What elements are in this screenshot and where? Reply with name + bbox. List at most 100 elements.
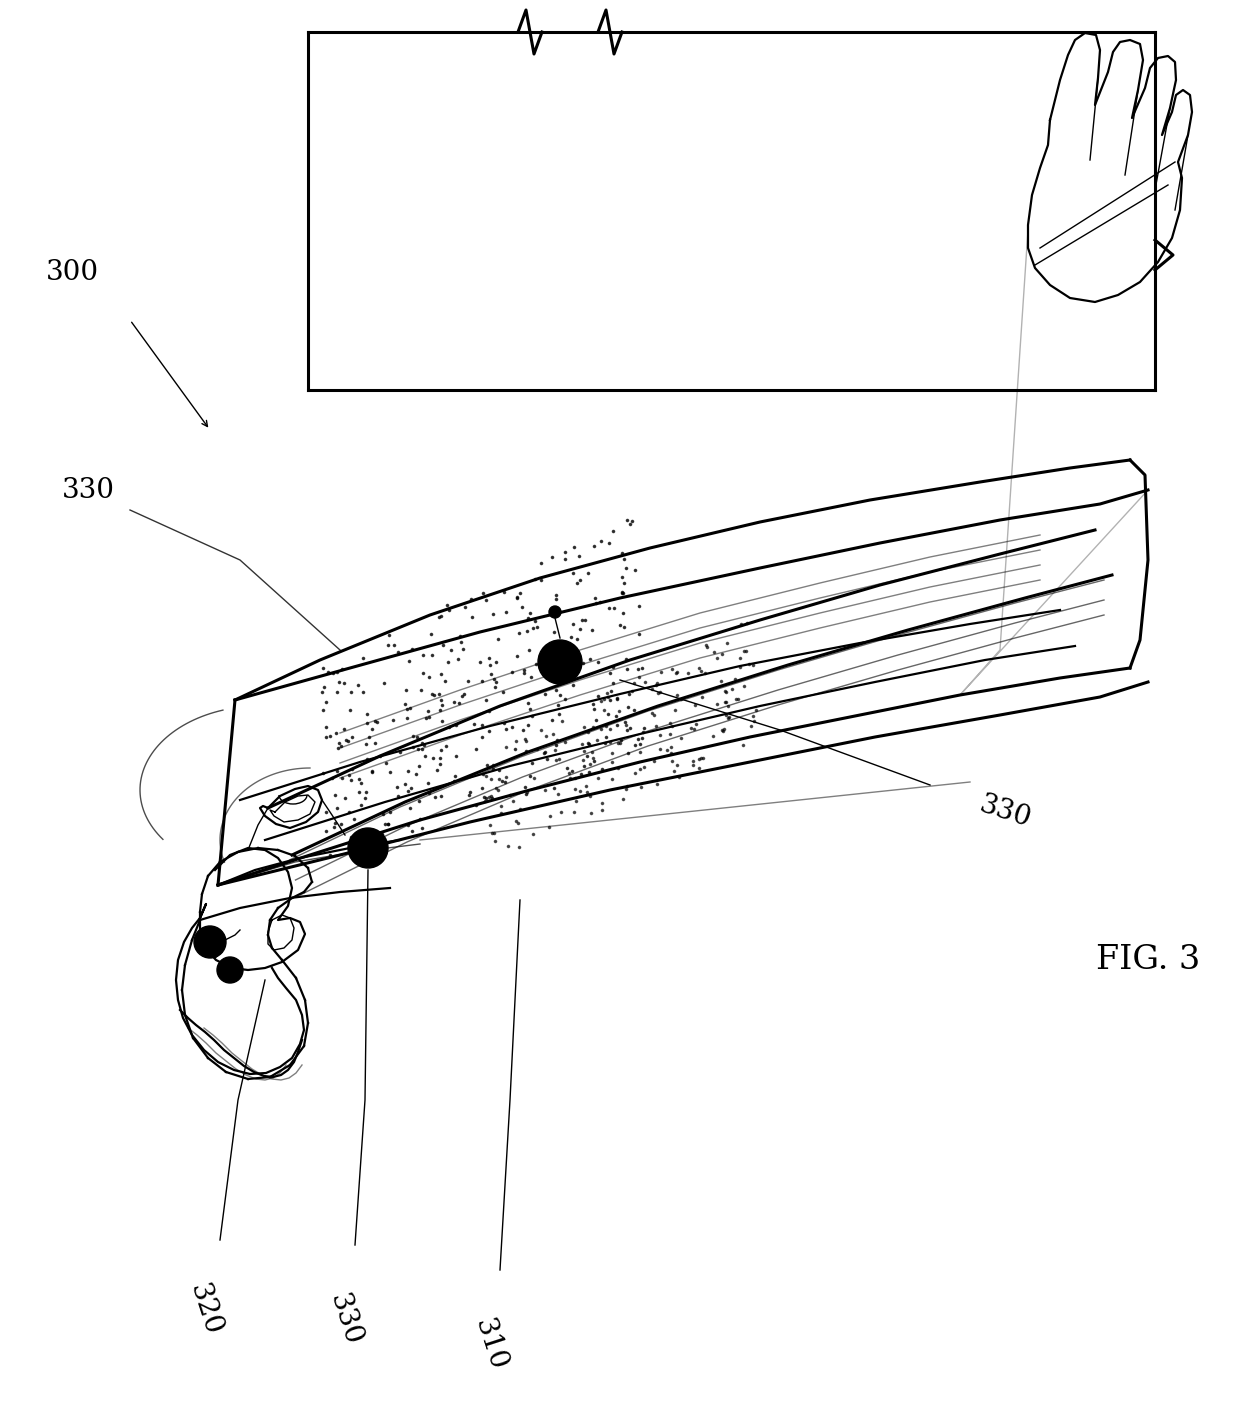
Point: [506, 809, 526, 832]
Point: [505, 737, 525, 760]
Point: [525, 609, 544, 632]
Point: [523, 823, 543, 846]
Point: [474, 763, 494, 785]
Point: [642, 701, 662, 723]
Point: [601, 742, 621, 764]
Point: [556, 548, 575, 571]
Point: [608, 713, 627, 736]
Point: [326, 812, 346, 835]
Point: [671, 726, 691, 749]
Point: [508, 836, 528, 859]
Point: [644, 704, 663, 726]
Point: [533, 742, 553, 764]
Point: [422, 623, 441, 646]
Point: [455, 595, 475, 618]
Point: [746, 699, 766, 722]
Point: [574, 716, 594, 739]
Point: [510, 622, 529, 644]
Point: [630, 733, 650, 756]
Point: [734, 640, 754, 663]
Point: [316, 819, 336, 842]
Point: [703, 725, 723, 747]
Point: [580, 753, 600, 776]
Point: [663, 760, 683, 783]
Point: [547, 680, 567, 702]
Point: [723, 678, 743, 701]
Point: [539, 646, 559, 668]
Point: [549, 747, 569, 770]
Point: [355, 787, 374, 809]
Point: [647, 671, 667, 694]
Point: [600, 730, 620, 753]
Point: [744, 709, 764, 732]
Point: [384, 634, 404, 657]
Point: [412, 678, 432, 701]
Point: [327, 760, 347, 783]
Point: [521, 766, 541, 788]
Point: [494, 681, 513, 704]
Point: [472, 777, 492, 799]
Point: [536, 682, 556, 705]
Point: [556, 540, 575, 563]
Point: [599, 685, 619, 708]
Point: [520, 639, 539, 661]
Point: [444, 691, 464, 713]
Point: [444, 770, 464, 792]
Point: [632, 721, 652, 743]
Point: [339, 801, 358, 823]
Point: [418, 701, 438, 723]
Point: [451, 630, 471, 653]
Point: [714, 718, 734, 740]
Point: [432, 605, 451, 627]
Point: [472, 713, 492, 736]
Point: [477, 753, 497, 776]
Point: [522, 752, 542, 774]
Point: [526, 653, 546, 675]
Point: [531, 568, 551, 591]
Point: [579, 760, 599, 783]
Point: [661, 742, 681, 764]
Point: [600, 688, 620, 711]
Point: [600, 718, 620, 740]
Point: [691, 660, 711, 682]
Point: [619, 682, 639, 705]
Point: [548, 694, 568, 716]
Point: [594, 688, 614, 711]
Point: [486, 777, 506, 799]
Point: [446, 713, 466, 736]
Point: [650, 681, 670, 704]
Point: [403, 736, 423, 759]
Point: [734, 675, 754, 698]
Point: [622, 680, 642, 702]
Point: [599, 532, 619, 554]
Point: [403, 725, 423, 747]
Point: [379, 623, 399, 646]
Point: [494, 581, 513, 603]
Point: [491, 795, 511, 818]
Point: [357, 702, 377, 725]
Point: [379, 761, 399, 784]
Point: [510, 798, 529, 821]
Point: [407, 763, 427, 785]
Point: [531, 719, 551, 742]
Point: [489, 767, 508, 790]
Point: [627, 658, 647, 681]
Point: [484, 603, 503, 626]
Point: [518, 713, 538, 736]
Point: [539, 816, 559, 839]
Point: [583, 692, 603, 715]
Point: [335, 787, 355, 809]
Point: [537, 747, 557, 770]
Point: [316, 715, 336, 737]
Point: [408, 737, 428, 760]
Point: [476, 688, 496, 711]
Point: [616, 557, 636, 580]
Point: [730, 647, 750, 670]
Point: [536, 740, 556, 763]
Circle shape: [549, 606, 560, 618]
Point: [341, 681, 361, 704]
Point: [507, 585, 527, 608]
Point: [593, 798, 613, 821]
Point: [340, 699, 360, 722]
Point: [492, 770, 512, 792]
